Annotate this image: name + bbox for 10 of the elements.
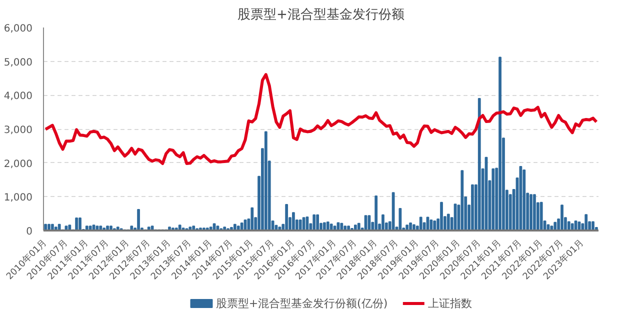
y-tick-label: 5,000 <box>4 57 33 68</box>
legend-label: 上证指数 <box>428 297 472 310</box>
y-tick-label: 2,000 <box>4 158 33 170</box>
y-tick-label: 0 <box>26 226 33 238</box>
chart-title: 股票型+混合型基金发行份额 <box>238 8 404 22</box>
y-tick-label: 6,000 <box>4 24 33 34</box>
legend-label: 股票型+混合型基金发行份额(亿份) <box>216 297 388 310</box>
y-tick-label: 1,000 <box>4 192 33 204</box>
y-tick-label: 4,000 <box>4 91 33 102</box>
y-tick-label: 3,000 <box>4 125 33 136</box>
